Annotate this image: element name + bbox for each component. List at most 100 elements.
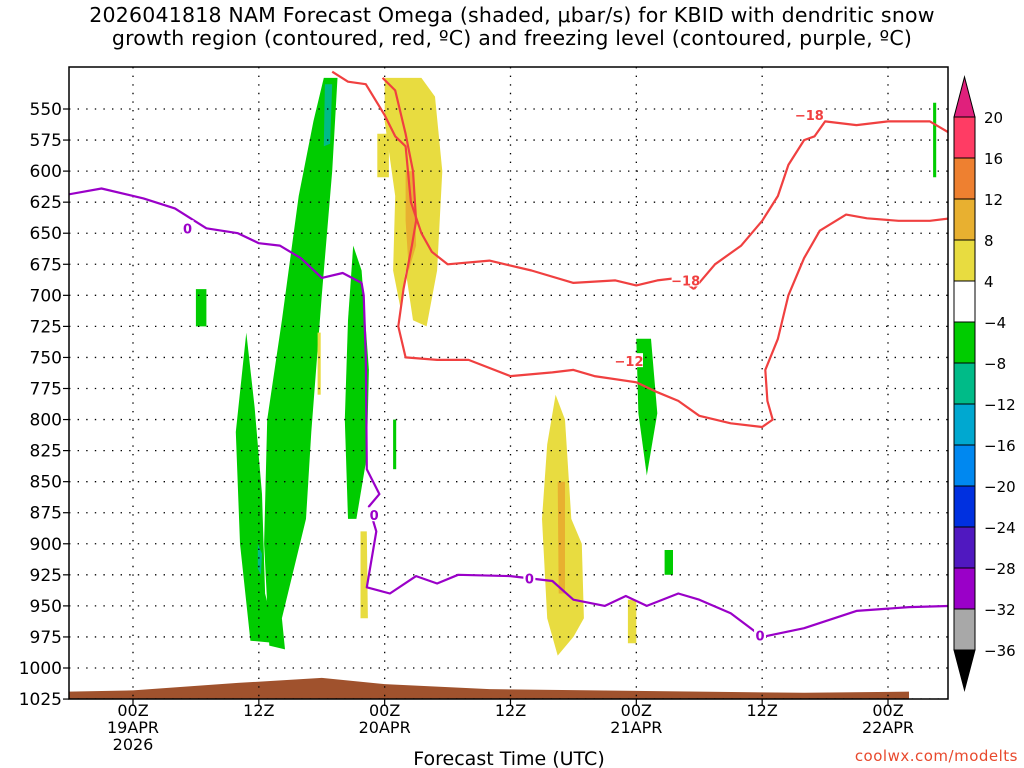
omega-region-8 [323,84,333,147]
colorbar-label-3: 8 [984,232,994,250]
contour-label-bg-1 [368,507,381,522]
colorbar-label-11: −28 [984,560,1016,578]
y-tick-label-975: 975 [30,628,62,648]
colorbar-label-9: −20 [984,478,1016,496]
colorbar-swatch-7 [953,403,976,446]
axes: 550 575 600 625 650 675 700 725 750 775 800 825 850 8… [19,100,914,754]
y-tick-label-550: 550 [30,100,62,120]
y-tick-label-725: 725 [30,317,62,337]
contour-label-bg-2 [523,570,536,585]
x-tick-label-6-0: 00Z [117,701,148,720]
contour-label-bg-3 [754,627,767,642]
colorbar-swatch-8 [953,444,976,487]
x-tick-label-54-1: 21APR [610,718,662,737]
y-tick-label-700: 700 [30,286,62,306]
colorbar-swatch-0 [953,116,976,159]
y-tick-label-625: 625 [30,193,62,213]
contour-label-5: −18 [671,274,700,289]
contour-label-6: −12 [615,355,644,370]
omega-region-17 [557,481,565,594]
omega-region-0 [264,77,338,650]
contour-label-1: 0 [370,509,379,524]
x-tick-label-18-0: 12Z [243,701,274,720]
omega-region-3 [195,289,207,327]
colorbar-label-7: −12 [984,396,1016,414]
contour-dendritic-growth-3 [693,120,948,290]
x-tick-label-78-0: 00Z [872,701,903,720]
terrain [69,677,909,699]
x-axis-label: Forecast Time (UTC) [413,748,604,768]
omega-region-15 [317,332,321,395]
colorbar-swatch-12 [953,608,976,651]
plot-frame [68,66,949,700]
colorbar-label-13: −36 [984,642,1016,660]
omega-region-14 [360,531,368,619]
omega-region-1 [344,245,369,519]
y-tick-label-750: 750 [30,348,62,368]
y-tick-label-1000: 1000 [19,659,62,679]
y-tick-label-650: 650 [30,224,62,244]
colorbar-label-10: −24 [984,519,1016,537]
omega-region-5 [636,338,658,476]
colorbar-label-8: −16 [984,437,1016,455]
y-tick-label-825: 825 [30,442,62,462]
colorbar-swatch-5 [953,321,976,364]
colorbar-swatch-2 [953,198,976,241]
contour-label-bg-0 [181,220,194,235]
omega-region-7 [933,102,937,178]
contour-label-0: 0 [183,222,192,237]
y-tick-label-775: 775 [30,380,62,400]
y-tick-label-600: 600 [30,162,62,182]
colorbar: 20 16 12 8 4 −4 −8 −12 −16 −20 −24 −28 −32 −36 [953,75,1016,692]
y-tick-label-875: 875 [30,504,62,524]
x-tick-label-30-1: 20APR [359,718,411,737]
omega-region-13 [627,599,637,644]
omega-region-6 [664,550,673,575]
chart-title-line-1: 2026041818 NAM Forecast Omega (shaded, μ… [89,3,935,27]
x-tick-label-54-0: 00Z [621,701,652,720]
y-tick-label-925: 925 [30,566,62,586]
y-tick-label-850: 850 [30,473,62,493]
colorbar-label-2: 12 [984,191,1003,209]
contour-lines [69,70,948,639]
colorbar-label-6: −8 [984,355,1006,373]
y-tick-label-575: 575 [30,131,62,151]
plot-area [69,77,937,699]
contour-label-bg-5 [671,272,700,287]
colorbar-swatch-4 [953,280,976,323]
y-tick-label-1025: 1025 [19,690,62,710]
colorbar-swatch-3 [953,239,976,282]
contour-freezing-level-0 [69,187,948,639]
colorbar-label-5: −4 [984,314,1006,332]
omega-region-4 [393,419,397,470]
gridlines [69,67,948,699]
colorbar-swatch-1 [953,157,976,200]
colorbar-label-12: −32 [984,601,1016,619]
colorbar-swatch-9 [953,485,976,528]
colorbar-swatch-11 [953,567,976,610]
chart-title-line-2: growth region (contoured, red, ºC) and f… [111,26,913,50]
colorbar-swatch-6 [953,362,976,405]
omega-region-11 [377,133,389,178]
contour-dendritic-growth-1 [331,70,695,290]
x-tick-label-42-0: 12Z [495,701,526,720]
colorbar-label-4: 4 [984,273,994,291]
contour-label-4: −18 [795,109,824,124]
colorbar-arrow-bottom [953,649,976,692]
colorbar-label-0: 20 [984,109,1003,127]
x-tick-label-6-2: 2026 [113,735,154,754]
credit-link[interactable]: coolwx.com/modelts [854,747,1018,765]
contour-label-3: 0 [756,630,765,645]
x-tick-label-78-1: 22APR [862,718,914,737]
x-tick-label-66-0: 12Z [747,701,778,720]
colorbar-swatch-10 [953,526,976,569]
contour-label-2: 0 [525,573,534,588]
contour-labels: 0 0 0 0 −18 −18 −12 [181,107,824,645]
omega-region-2 [235,332,278,644]
x-tick-label-30-0: 00Z [369,701,400,720]
colorbar-label-1: 16 [984,150,1003,168]
y-tick-label-800: 800 [30,411,62,431]
y-tick-label-900: 900 [30,535,62,555]
contour-dendritic-growth-2 [381,77,948,429]
